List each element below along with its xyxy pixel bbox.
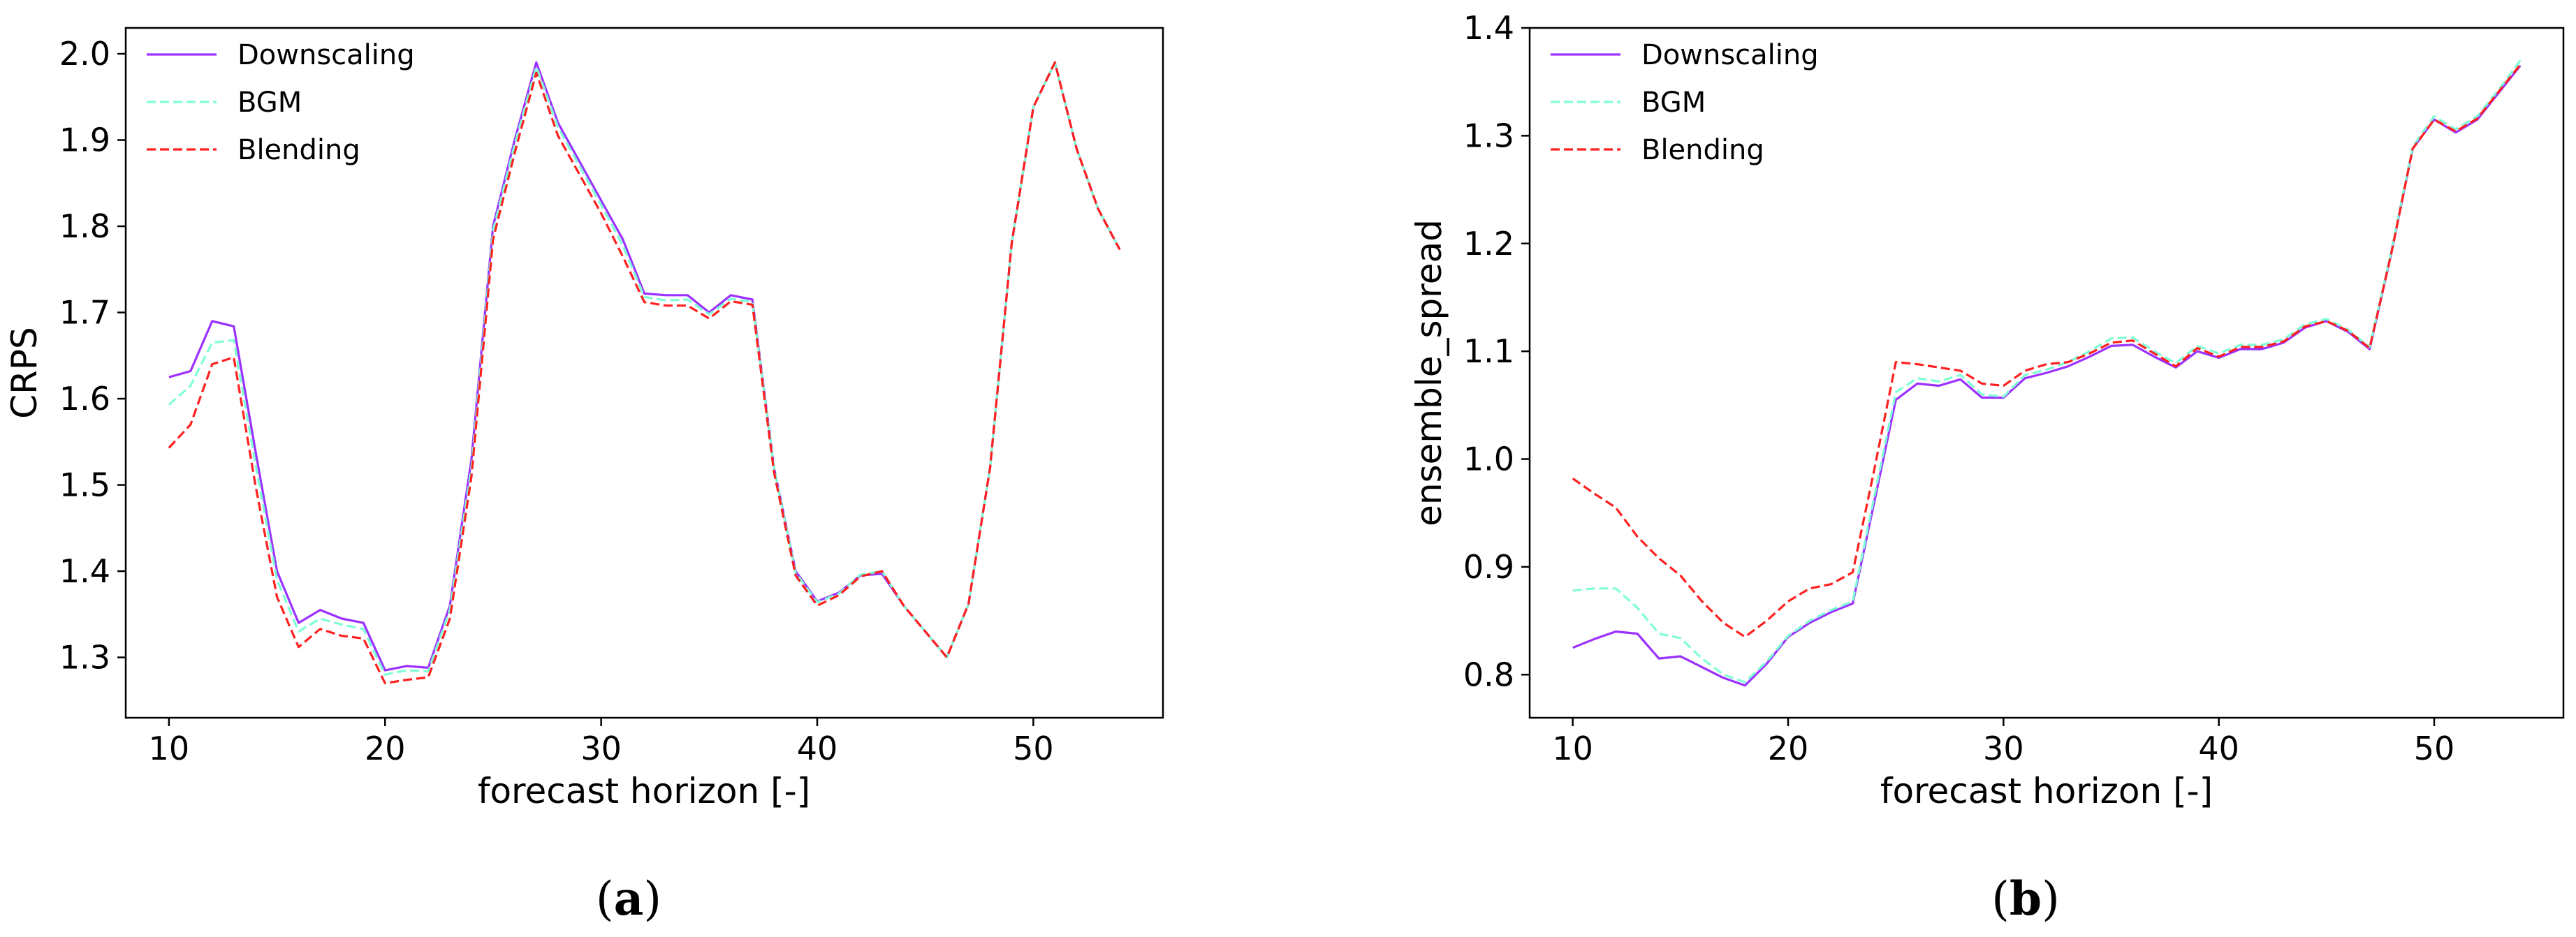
- panel-caption-a: (a): [596, 871, 661, 926]
- y-tick-label-a-2: 1.5: [59, 466, 110, 504]
- x-axis-label-b: forecast horizon [-]: [1880, 771, 2213, 811]
- y-tick-label-b-0: 0.8: [1463, 656, 1514, 693]
- y-tick-label-b-6: 1.4: [1463, 9, 1514, 47]
- x-ticks-a: 10 20 30 40 50: [149, 718, 1054, 767]
- legend-a: Downscaling BGM Blending: [147, 39, 415, 166]
- series-line-a-blending: [168, 61, 1121, 685]
- y-tick-label-a-3: 1.6: [59, 380, 110, 418]
- panel-caption-b: (b): [1991, 871, 2060, 926]
- panel-letter-a: a: [614, 871, 644, 926]
- series-line-b-blending: [1572, 64, 2522, 638]
- plot-lines-b: [1572, 59, 2522, 687]
- y-tick-label-a-5: 1.8: [59, 207, 110, 245]
- y-tick-label-b-3: 1.1: [1463, 332, 1514, 370]
- y-tick-label-a-7: 2.0: [59, 35, 110, 73]
- y-axis-label-a: CRPS: [4, 327, 45, 419]
- y-tick-label-a-4: 1.7: [59, 294, 110, 332]
- y-tick-label-b-5: 1.3: [1463, 117, 1514, 154]
- x-tick-label-b-10: 10: [1552, 730, 1593, 767]
- x-tick-label-b-50: 50: [2414, 730, 2455, 767]
- series-line-a-bgm: [168, 61, 1121, 676]
- x-tick-label-a-30: 30: [580, 730, 622, 767]
- x-tick-label-a-10: 10: [149, 730, 190, 767]
- x-tick-label-a-20: 20: [365, 730, 406, 767]
- x-tick-label-b-20: 20: [1768, 730, 1809, 767]
- x-tick-label-a-50: 50: [1013, 730, 1054, 767]
- y-ticks-a: 1.3 1.4 1.5 1.6 1.7 1.8 1.9 2.0: [59, 35, 126, 677]
- legend-label-b-downscaling: Downscaling: [1641, 39, 1819, 71]
- plot-frame-a: [124, 27, 1164, 719]
- plot-lines-a: [168, 61, 1121, 685]
- y-tick-label-a-0: 1.3: [59, 639, 110, 677]
- legend-label-b-blending: Blending: [1641, 134, 1764, 166]
- x-tick-label-b-40: 40: [2198, 730, 2239, 767]
- y-tick-label-b-4: 1.2: [1463, 225, 1514, 263]
- y-tick-label-b-1: 0.9: [1463, 548, 1514, 586]
- legend-label-a-downscaling: Downscaling: [237, 39, 415, 71]
- panel-b: 10 20 30 40 50 0.8 0.9 1.0 1.1 1.2 1.3 1.4 forecas…: [1409, 9, 2565, 926]
- legend-label-a-blending: Blending: [237, 134, 360, 166]
- x-tick-label-b-30: 30: [1983, 730, 2024, 767]
- y-tick-label-a-1: 1.4: [59, 552, 110, 590]
- y-axis-label-b: ensemble_spread: [1409, 219, 1449, 526]
- x-tick-label-a-40: 40: [797, 730, 838, 767]
- panel-letter-b: b: [2010, 871, 2042, 926]
- legend-label-a-bgm: BGM: [237, 87, 302, 119]
- plot-frame-b: [1528, 27, 2565, 719]
- panel-a: 10 20 30 40 50 1.3 1.4 1.5 1.6 1.7 1.8 1.9 2.0 fore…: [4, 27, 1164, 926]
- y-tick-label-a-6: 1.9: [59, 121, 110, 159]
- x-ticks-b: 10 20 30 40 50: [1552, 718, 2454, 767]
- y-tick-label-b-2: 1.0: [1463, 441, 1514, 478]
- legend-b: Downscaling BGM Blending: [1551, 39, 1819, 166]
- x-axis-label-a: forecast horizon [-]: [478, 771, 810, 811]
- legend-label-b-bgm: BGM: [1641, 87, 1706, 119]
- y-ticks-b: 0.8 0.9 1.0 1.1 1.2 1.3 1.4: [1463, 9, 1530, 693]
